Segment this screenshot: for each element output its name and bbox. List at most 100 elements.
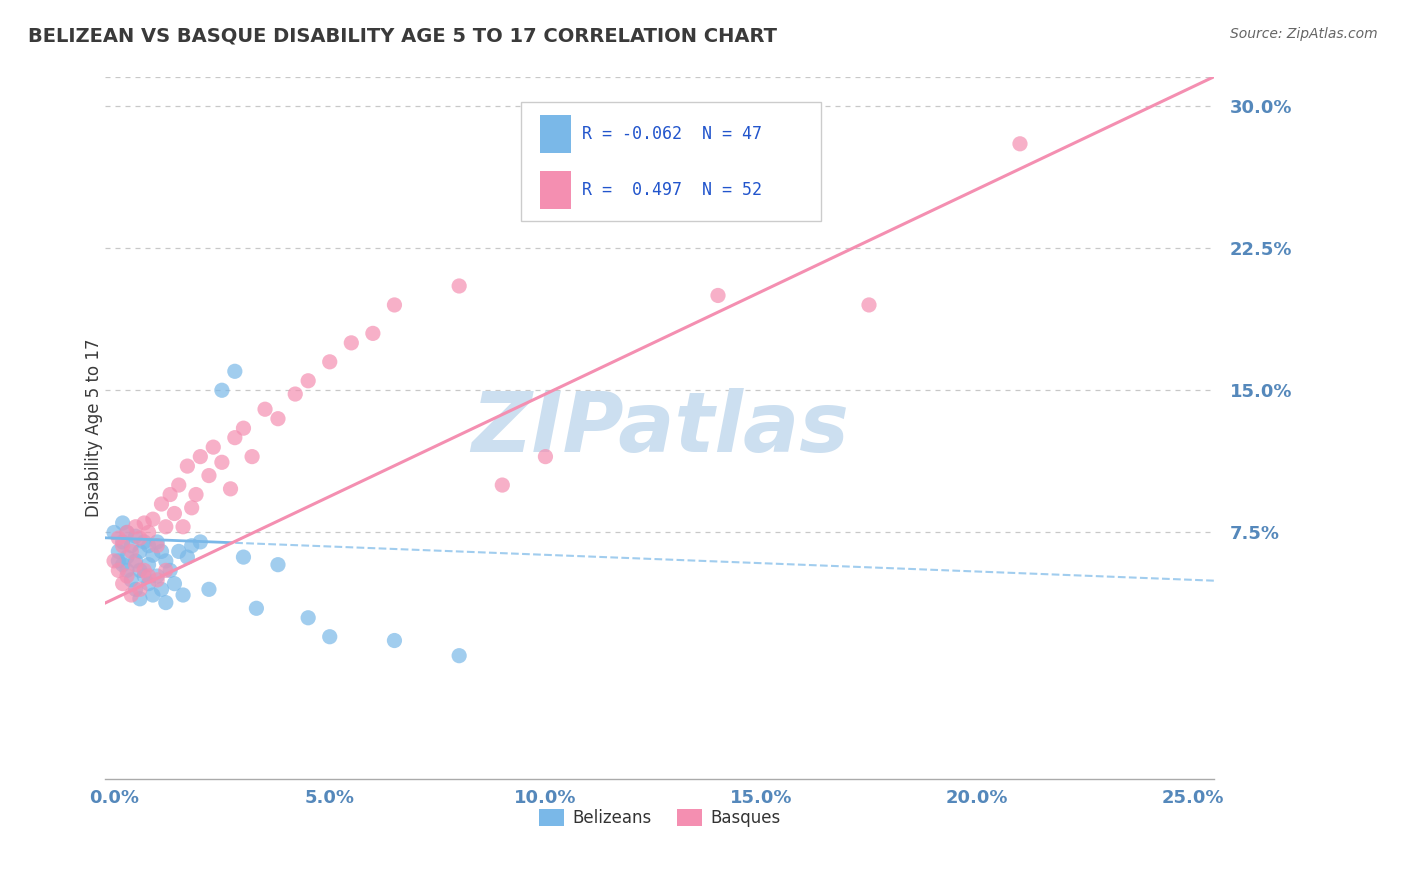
Point [707, 288, 730, 302]
Bar [540, 170, 571, 210]
Point [491, 478, 513, 492]
Point [384, 633, 406, 648]
Point [146, 573, 169, 587]
Point [142, 548, 165, 562]
Point [340, 335, 363, 350]
Point [120, 588, 142, 602]
Text: R =  0.497  N = 52: R = 0.497 N = 52 [582, 181, 762, 199]
Point [142, 588, 165, 602]
Point [146, 535, 169, 549]
Point [111, 539, 134, 553]
Point [172, 588, 194, 602]
Point [111, 576, 134, 591]
Point [159, 487, 181, 501]
Point [319, 630, 342, 644]
Point [1008, 136, 1031, 151]
Point [150, 544, 173, 558]
Point [211, 384, 233, 398]
Point [858, 298, 880, 312]
Point [124, 529, 146, 543]
Bar [540, 114, 571, 153]
Point [449, 648, 471, 663]
Point [138, 576, 160, 591]
Point [115, 525, 138, 540]
Point [134, 563, 156, 577]
Point [146, 539, 169, 553]
Point [384, 298, 406, 312]
Point [107, 563, 129, 577]
Point [111, 516, 134, 530]
Point [188, 450, 211, 464]
Point [232, 550, 254, 565]
Point [150, 582, 173, 597]
Point [120, 544, 142, 558]
Point [134, 516, 156, 530]
Point [129, 531, 152, 545]
FancyBboxPatch shape [522, 102, 821, 221]
Point [534, 450, 557, 464]
Point [115, 563, 138, 577]
Point [124, 558, 146, 572]
Point [167, 478, 190, 492]
Text: ZIPatlas: ZIPatlas [471, 388, 849, 468]
Legend: Belizeans, Basques: Belizeans, Basques [533, 802, 787, 834]
Point [224, 364, 246, 378]
Point [240, 450, 263, 464]
Point [129, 563, 152, 577]
Point [172, 520, 194, 534]
Point [138, 569, 160, 583]
Point [180, 539, 202, 553]
Text: BELIZEAN VS BASQUE DISABILITY AGE 5 TO 17 CORRELATION CHART: BELIZEAN VS BASQUE DISABILITY AGE 5 TO 1… [28, 27, 778, 45]
Point [120, 573, 142, 587]
Point [150, 497, 173, 511]
Point [202, 440, 225, 454]
Point [124, 554, 146, 568]
Point [138, 558, 160, 572]
Point [219, 482, 242, 496]
Point [138, 525, 160, 540]
Point [115, 569, 138, 583]
Point [103, 525, 125, 540]
Point [159, 563, 181, 577]
Point [361, 326, 384, 341]
Point [155, 554, 177, 568]
Point [253, 402, 276, 417]
Point [267, 558, 290, 572]
Point [284, 387, 307, 401]
Point [134, 535, 156, 549]
Point [232, 421, 254, 435]
Point [267, 411, 290, 425]
Point [146, 569, 169, 583]
Point [176, 550, 198, 565]
Point [245, 601, 267, 615]
Point [124, 520, 146, 534]
Point [129, 544, 152, 558]
Point [319, 355, 342, 369]
Point [155, 520, 177, 534]
Point [184, 487, 207, 501]
Point [120, 539, 142, 553]
Point [163, 507, 186, 521]
Point [115, 550, 138, 565]
Point [297, 611, 319, 625]
Point [198, 582, 221, 597]
Point [138, 539, 160, 553]
Point [198, 468, 221, 483]
Point [155, 563, 177, 577]
Point [134, 569, 156, 583]
Y-axis label: Disability Age 5 to 17: Disability Age 5 to 17 [86, 339, 103, 517]
Point [103, 554, 125, 568]
Point [163, 576, 186, 591]
Point [155, 596, 177, 610]
Point [211, 455, 233, 469]
Point [297, 374, 319, 388]
Point [115, 525, 138, 540]
Point [107, 531, 129, 545]
Point [107, 554, 129, 568]
Point [188, 535, 211, 549]
Point [124, 582, 146, 597]
Point [107, 544, 129, 558]
Point [129, 582, 152, 597]
Text: Source: ZipAtlas.com: Source: ZipAtlas.com [1230, 27, 1378, 41]
Point [129, 591, 152, 606]
